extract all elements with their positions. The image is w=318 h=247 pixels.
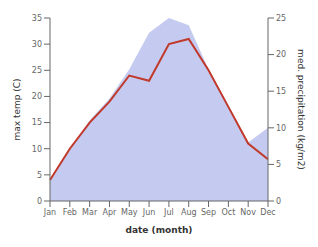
svg-text:25: 25 (276, 14, 286, 23)
svg-text:5: 5 (276, 160, 281, 169)
svg-text:Jun: Jun (142, 208, 156, 217)
svg-text:Sep: Sep (201, 208, 216, 217)
svg-text:Jul: Jul (163, 208, 174, 217)
svg-text:20: 20 (276, 50, 286, 59)
svg-text:date (month): date (month) (126, 225, 193, 235)
svg-text:Oct: Oct (221, 208, 235, 217)
svg-text:Mar: Mar (82, 208, 98, 217)
svg-text:Feb: Feb (63, 208, 77, 217)
svg-text:Aug: Aug (181, 208, 197, 217)
svg-text:Dec: Dec (260, 208, 275, 217)
svg-text:20: 20 (32, 92, 42, 101)
svg-text:Apr: Apr (103, 208, 118, 217)
svg-text:0: 0 (276, 197, 281, 206)
svg-text:Jan: Jan (43, 208, 56, 217)
svg-text:30: 30 (32, 40, 42, 49)
svg-text:35: 35 (32, 14, 42, 23)
svg-text:15: 15 (276, 87, 286, 96)
svg-text:10: 10 (276, 124, 286, 133)
svg-text:15: 15 (32, 118, 42, 127)
svg-text:Nov: Nov (240, 208, 256, 217)
svg-text:max temp (C): max temp (C) (12, 78, 22, 140)
svg-text:25: 25 (32, 66, 42, 75)
svg-text:5: 5 (37, 171, 42, 180)
svg-text:10: 10 (32, 145, 42, 154)
svg-text:0: 0 (37, 197, 42, 206)
svg-text:May: May (121, 208, 138, 217)
svg-text:med. precipitation (kg/m2): med. precipitation (kg/m2) (296, 49, 306, 170)
